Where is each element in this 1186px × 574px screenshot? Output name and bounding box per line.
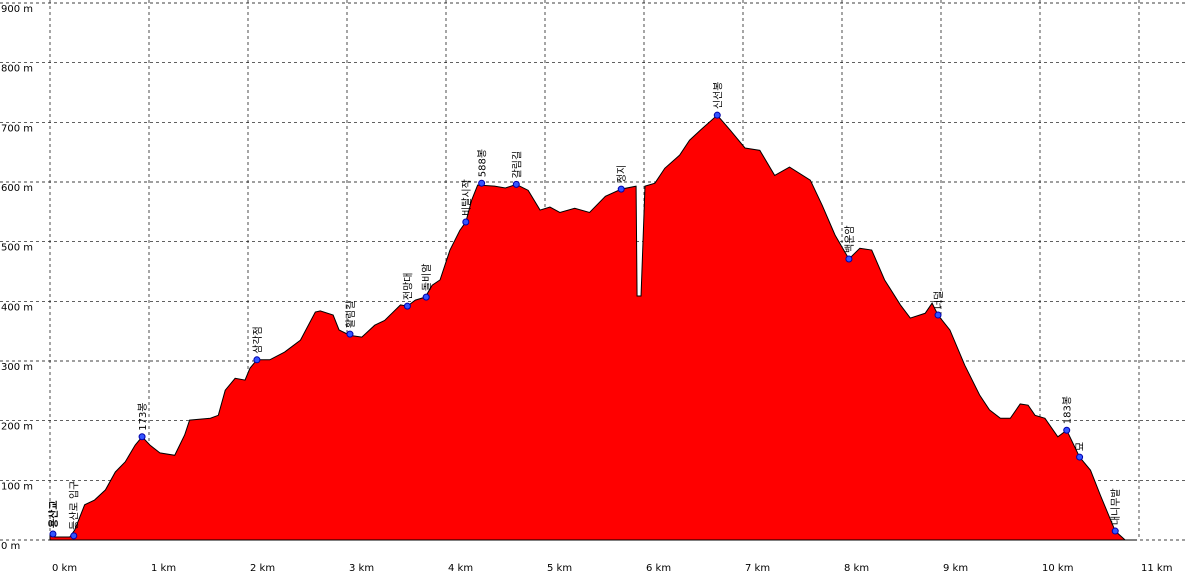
waypoint-label: 돌비알 [421,264,433,292]
waypoint-label: 삼각점 [252,326,264,354]
waypoint-marker [1076,453,1084,461]
waypoint-marker [70,532,78,540]
waypoint-marker [617,185,625,193]
waypoint-marker [462,218,470,226]
y-tick-label: 0 m [1,541,20,552]
waypoint-label: 대니무밭 [1110,488,1122,525]
waypoint-marker [845,255,853,263]
waypoint-label: 활림길 [344,301,357,329]
x-tick-label: 2 km [250,563,275,574]
y-tick-label: 700 m [1,123,33,134]
waypoint-marker [512,180,520,188]
waypoint-marker [253,356,261,364]
y-tick-label: 400 m [1,302,33,313]
waypoint-label: 173봉 [137,402,149,430]
y-tick-label: 800 m [1,64,33,75]
x-tick-label: 7 km [745,563,770,574]
waypoint-label: 비탈시작 [460,179,473,216]
waypoint-marker [1111,527,1119,535]
waypoint-label: 묘 [1076,442,1087,451]
waypoint-marker [1063,426,1071,434]
waypoint-label: 너덜 [933,291,945,309]
waypoint-label: 갈림길 [510,151,523,179]
x-tick-label: 9 km [943,563,968,574]
y-tick-label: 300 m [1,362,33,373]
waypoint-marker [934,311,942,319]
waypoint-marker [403,302,411,310]
x-tick-label: 0 km [52,563,77,574]
x-tick-label: 8 km [844,563,869,574]
waypoint-marker [346,330,354,338]
waypoint-marker [49,530,57,538]
x-tick-label: 1 km [151,563,176,574]
y-tick-label: 900 m [1,4,33,15]
waypoint-label: 등산로 입구 [68,481,81,530]
x-tick-label: 4 km [448,563,473,574]
waypoint-label: 신선봉 [712,82,724,110]
waypoint-label: 정지 [616,165,628,183]
waypoint-marker [422,293,430,301]
waypoint-marker [713,111,721,119]
x-tick-label: 5 km [547,563,572,574]
x-tick-label: 3 km [349,563,374,574]
waypoint-marker [478,179,486,187]
y-tick-label: 600 m [1,183,33,194]
y-tick-label: 500 m [1,243,33,254]
y-tick-label: 200 m [1,422,33,433]
waypoint-label: 588봉 [477,149,489,177]
x-tick-label: 10 km [1042,563,1073,574]
waypoint-marker [138,433,146,441]
elevation-area [49,114,1138,541]
x-tick-label: 6 km [646,563,671,574]
waypoint-label: 전망대 [402,272,414,300]
waypoint-label: 183봉 [1062,396,1074,424]
x-tick-label: 11 km [1141,563,1172,574]
waypoint-label: 용산교 [47,500,60,528]
y-tick-label: 100 m [1,481,33,492]
waypoint-label: 백운암 [844,225,856,253]
